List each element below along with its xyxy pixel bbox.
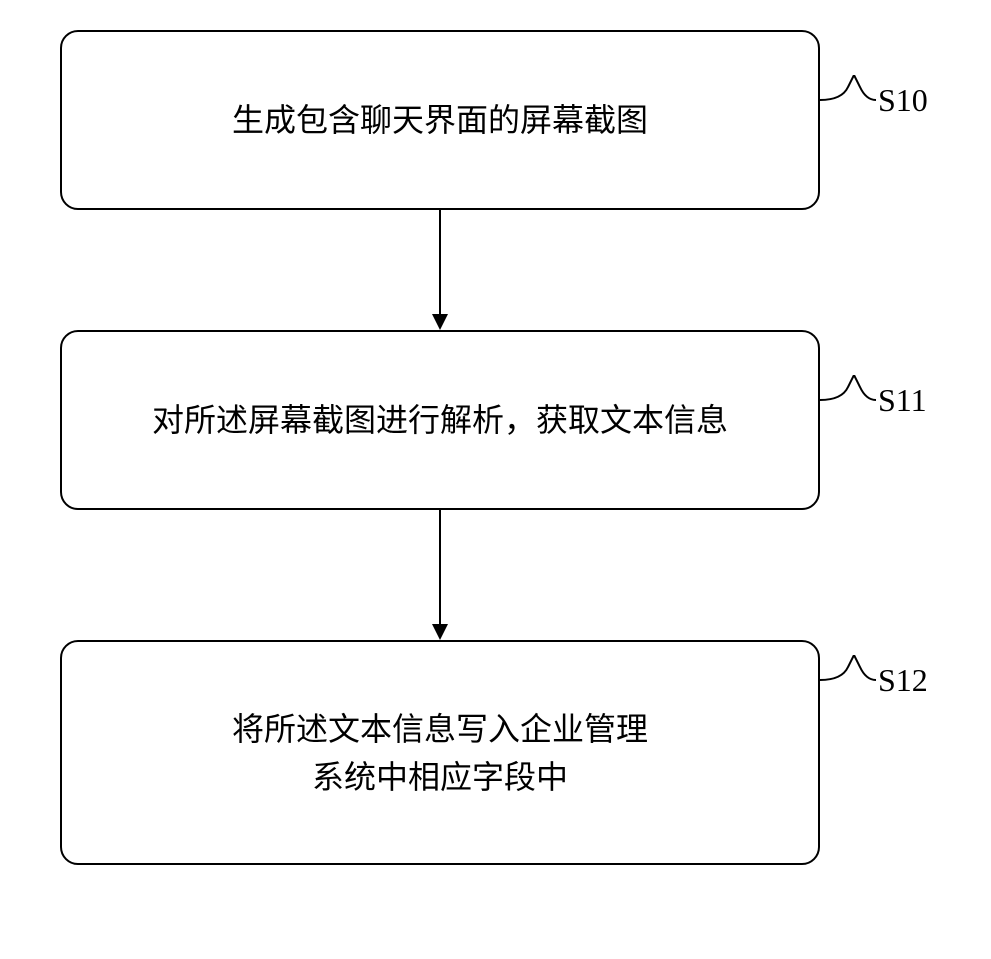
label-s12: S12 xyxy=(878,662,928,699)
arrow-head-s10-s11 xyxy=(432,314,448,330)
flowchart-node-s12: 将所述文本信息写入企业管理 系统中相应字段中 xyxy=(60,640,820,865)
label-s11: S11 xyxy=(878,382,927,419)
node-s10-text: 生成包含聊天界面的屏幕截图 xyxy=(232,96,648,144)
node-s12-text: 将所述文本信息写入企业管理 系统中相应字段中 xyxy=(232,705,648,801)
flowchart-node-s11: 对所述屏幕截图进行解析，获取文本信息 xyxy=(60,330,820,510)
node-s12-text-line2: 系统中相应字段中 xyxy=(312,759,568,795)
connector-curve-s11 xyxy=(820,375,878,430)
arrow-s10-s11 xyxy=(439,210,441,315)
node-s11-text: 对所述屏幕截图进行解析，获取文本信息 xyxy=(152,396,728,444)
arrow-s11-s12 xyxy=(439,510,441,625)
arrow-head-s11-s12 xyxy=(432,624,448,640)
connector-curve-s10 xyxy=(820,75,878,130)
node-s12-text-line1: 将所述文本信息写入企业管理 xyxy=(232,711,648,747)
flowchart-node-s10: 生成包含聊天界面的屏幕截图 xyxy=(60,30,820,210)
connector-curve-s12 xyxy=(820,655,878,710)
label-s10: S10 xyxy=(878,82,928,119)
flowchart-container: 生成包含聊天界面的屏幕截图 S10 对所述屏幕截图进行解析，获取文本信息 S11… xyxy=(0,0,991,959)
